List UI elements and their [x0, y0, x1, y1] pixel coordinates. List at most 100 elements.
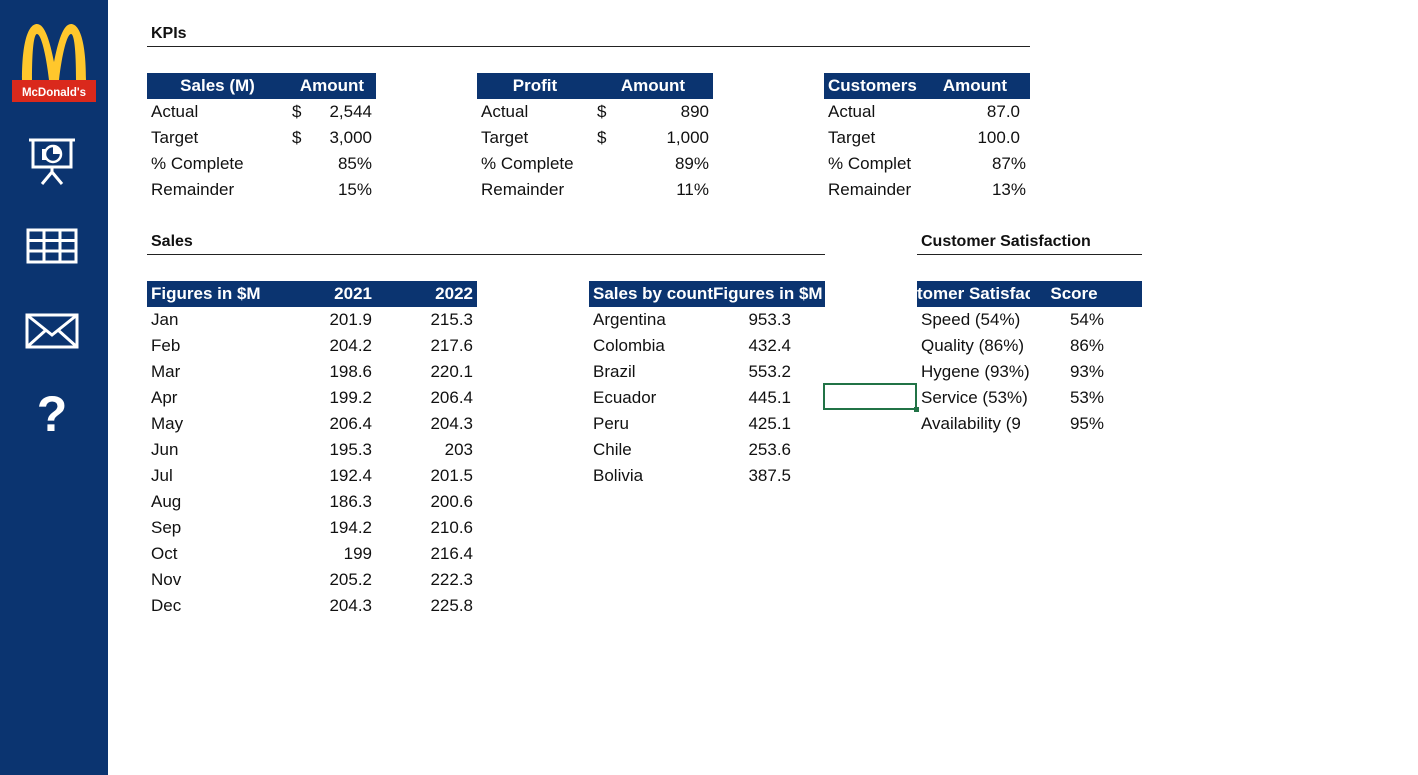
score-cell[interactable]: 54%: [1069, 310, 1104, 329]
header-cell[interactable]: Amount: [288, 73, 376, 99]
country-cell[interactable]: Ecuador: [593, 388, 657, 407]
label-cell[interactable]: Target: [828, 128, 876, 147]
mail-icon[interactable]: [24, 303, 80, 359]
label-cell[interactable]: Actual: [828, 102, 876, 121]
value-cell[interactable]: 198.6: [329, 362, 372, 381]
header-cell[interactable]: 2022: [376, 281, 477, 307]
label-cell[interactable]: Target: [481, 128, 529, 147]
table-grid-icon[interactable]: [24, 218, 80, 274]
country-cell[interactable]: Brazil: [593, 362, 636, 381]
value-cell[interactable]: 186.3: [329, 492, 372, 511]
value-cell[interactable]: $2,544: [288, 99, 376, 125]
value-cell[interactable]: 85%: [337, 154, 372, 173]
value-cell[interactable]: 201.5: [430, 466, 473, 485]
value-cell[interactable]: 13%: [991, 180, 1026, 199]
score-cell[interactable]: 93%: [1069, 362, 1104, 381]
value-cell[interactable]: 195.3: [329, 440, 372, 459]
value-cell[interactable]: 553.2: [748, 362, 791, 381]
header-cell[interactable]: Score: [1030, 281, 1142, 307]
category-cell[interactable]: Service (53%): [921, 388, 1028, 407]
category-cell[interactable]: Speed (54%): [921, 310, 1021, 329]
label-cell[interactable]: % Complete: [151, 154, 244, 173]
header-cell[interactable]: Figures in $M: [147, 281, 277, 307]
value-cell[interactable]: 220.1: [430, 362, 473, 381]
value-cell[interactable]: $1,000: [593, 125, 713, 151]
country-cell[interactable]: Colombia: [593, 336, 665, 355]
value-cell[interactable]: 204.2: [329, 336, 372, 355]
month-cell[interactable]: May: [151, 414, 184, 433]
category-cell[interactable]: Availability (9: [921, 414, 1021, 433]
header-cell[interactable]: Figures in $M: [713, 281, 825, 307]
month-cell[interactable]: Sep: [151, 518, 182, 537]
value-cell[interactable]: $3,000: [288, 125, 376, 151]
header-cell[interactable]: Sales by count: [589, 281, 713, 307]
value-cell[interactable]: 222.3: [430, 570, 473, 589]
value-cell[interactable]: 203: [444, 440, 473, 459]
score-cell[interactable]: 53%: [1069, 388, 1104, 407]
value-cell[interactable]: 87.0: [986, 102, 1020, 121]
label-cell[interactable]: % Complete: [481, 154, 574, 173]
header-cell[interactable]: tomer Satisfac: [917, 281, 1030, 307]
label-cell[interactable]: Remainder: [151, 180, 235, 199]
value-cell[interactable]: 205.2: [329, 570, 372, 589]
value-cell[interactable]: 215.3: [430, 310, 473, 329]
selected-cell[interactable]: [823, 383, 919, 412]
month-cell[interactable]: Jun: [151, 440, 179, 459]
header-cell[interactable]: Profit: [477, 73, 593, 99]
header-cell[interactable]: Amount: [593, 73, 713, 99]
value-cell[interactable]: 192.4: [329, 466, 372, 485]
month-cell[interactable]: Jul: [151, 466, 173, 485]
value-cell[interactable]: 225.8: [430, 596, 473, 615]
category-cell[interactable]: Quality (86%): [921, 336, 1024, 355]
value-cell[interactable]: 87%: [991, 154, 1026, 173]
month-cell[interactable]: Oct: [151, 544, 178, 563]
category-cell[interactable]: Hygene (93%): [921, 362, 1030, 381]
label-cell[interactable]: Target: [151, 128, 199, 147]
value-cell[interactable]: 199: [343, 544, 372, 563]
value-cell[interactable]: 204.3: [329, 596, 372, 615]
value-cell[interactable]: $890: [593, 99, 713, 125]
month-cell[interactable]: Dec: [151, 596, 182, 615]
presentation-icon[interactable]: [24, 132, 80, 188]
value-cell[interactable]: 15%: [337, 180, 372, 199]
country-cell[interactable]: Argentina: [593, 310, 666, 329]
value-cell[interactable]: 425.1: [748, 414, 791, 433]
value-cell[interactable]: 953.3: [748, 310, 791, 329]
value-cell[interactable]: 387.5: [748, 466, 791, 485]
help-icon[interactable]: ?: [36, 386, 68, 442]
value-cell[interactable]: 200.6: [430, 492, 473, 511]
label-cell[interactable]: Actual: [481, 102, 529, 121]
month-cell[interactable]: Jan: [151, 310, 179, 329]
value-cell[interactable]: 216.4: [430, 544, 473, 563]
score-cell[interactable]: 95%: [1069, 414, 1104, 433]
month-cell[interactable]: Nov: [151, 570, 182, 589]
label-cell[interactable]: Remainder: [828, 180, 912, 199]
value-cell[interactable]: 206.4: [329, 414, 372, 433]
value-cell[interactable]: 445.1: [748, 388, 791, 407]
value-cell[interactable]: 432.4: [748, 336, 791, 355]
country-cell[interactable]: Peru: [593, 414, 629, 433]
label-cell[interactable]: % Complet: [828, 154, 912, 173]
value-cell[interactable]: 206.4: [430, 388, 473, 407]
value-cell[interactable]: 194.2: [329, 518, 372, 537]
value-cell[interactable]: 210.6: [430, 518, 473, 537]
value-cell[interactable]: 204.3: [430, 414, 473, 433]
value-cell[interactable]: 100.0: [977, 128, 1020, 147]
month-cell[interactable]: Feb: [151, 336, 181, 355]
month-cell[interactable]: Apr: [151, 388, 178, 407]
value-cell[interactable]: 89%: [674, 154, 709, 173]
header-cell[interactable]: Sales (M): [147, 73, 288, 99]
value-cell[interactable]: 199.2: [329, 388, 372, 407]
header-cell[interactable]: Amount: [920, 73, 1030, 99]
score-cell[interactable]: 86%: [1069, 336, 1104, 355]
month-cell[interactable]: Aug: [151, 492, 182, 511]
value-cell[interactable]: 253.6: [748, 440, 791, 459]
value-cell[interactable]: 201.9: [329, 310, 372, 329]
label-cell[interactable]: Remainder: [481, 180, 565, 199]
country-cell[interactable]: Bolivia: [593, 466, 644, 485]
value-cell[interactable]: 217.6: [430, 336, 473, 355]
value-cell[interactable]: 11%: [676, 180, 709, 199]
header-cell[interactable]: 2021: [277, 281, 376, 307]
label-cell[interactable]: Actual: [151, 102, 199, 121]
country-cell[interactable]: Chile: [593, 440, 632, 459]
